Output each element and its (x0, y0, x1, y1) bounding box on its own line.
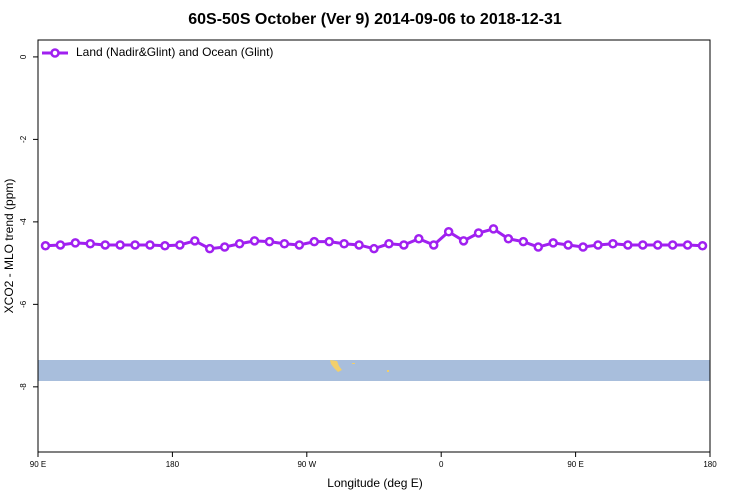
point (518, 236, 529, 247)
point (294, 240, 305, 250)
plot-frame (37, 39, 711, 453)
legend-label: Land (Nadir&Glint) and Ocean (Glint) (76, 45, 273, 59)
land-patch (387, 370, 389, 372)
point (85, 238, 96, 249)
point (130, 240, 140, 250)
point (488, 224, 499, 234)
point (667, 240, 678, 250)
y-axis-label: XCO2 - MLO trend (ppm) (2, 179, 16, 314)
x-tick-label: 90 E (567, 460, 583, 469)
point (115, 240, 125, 250)
point (443, 227, 454, 237)
map-strip (38, 360, 710, 381)
land-patch (352, 363, 355, 364)
point (145, 240, 155, 250)
point (100, 240, 110, 250)
point (548, 238, 558, 248)
point (264, 236, 275, 247)
point (473, 228, 484, 238)
point (652, 240, 663, 250)
y-tick-label: -8 (19, 383, 28, 391)
point (458, 236, 469, 246)
y-tick-label: -4 (19, 218, 28, 226)
x-tick-label: 0 (439, 460, 444, 469)
point (428, 240, 439, 250)
x-tick-label: 180 (703, 460, 717, 469)
point (70, 238, 81, 248)
point (593, 240, 603, 250)
y-tick-label: -2 (19, 135, 28, 143)
x-tick-label: 90 W (297, 460, 316, 469)
point (204, 243, 215, 254)
y-tick-label: -6 (19, 300, 28, 308)
point (533, 242, 544, 252)
point (219, 242, 230, 252)
x-axis-label: Longitude (deg E) (327, 476, 422, 490)
point (682, 240, 693, 250)
point (160, 241, 170, 251)
point (175, 240, 185, 250)
point (309, 236, 320, 247)
point (503, 234, 514, 244)
point (190, 236, 200, 246)
point (623, 240, 633, 250)
point (279, 238, 290, 249)
point (697, 241, 708, 251)
point (608, 238, 618, 249)
point (234, 238, 245, 249)
point (324, 236, 334, 247)
point (384, 238, 394, 249)
point (249, 236, 260, 246)
point (563, 240, 573, 250)
chart-title: 60S-50S October (Ver 9) 2014-09-06 to 20… (188, 11, 562, 28)
point (399, 240, 409, 250)
x-tick-label: 90 E (30, 460, 46, 469)
point (40, 241, 51, 251)
point (369, 243, 379, 254)
y-tick-label: 0 (19, 54, 28, 59)
x-tick-label: 180 (166, 460, 180, 469)
point (638, 240, 648, 250)
land-patch (330, 360, 342, 372)
point (414, 234, 424, 244)
point (354, 240, 364, 250)
legend-marker (50, 48, 60, 58)
point (578, 242, 588, 252)
point (339, 238, 349, 249)
point (55, 240, 66, 250)
